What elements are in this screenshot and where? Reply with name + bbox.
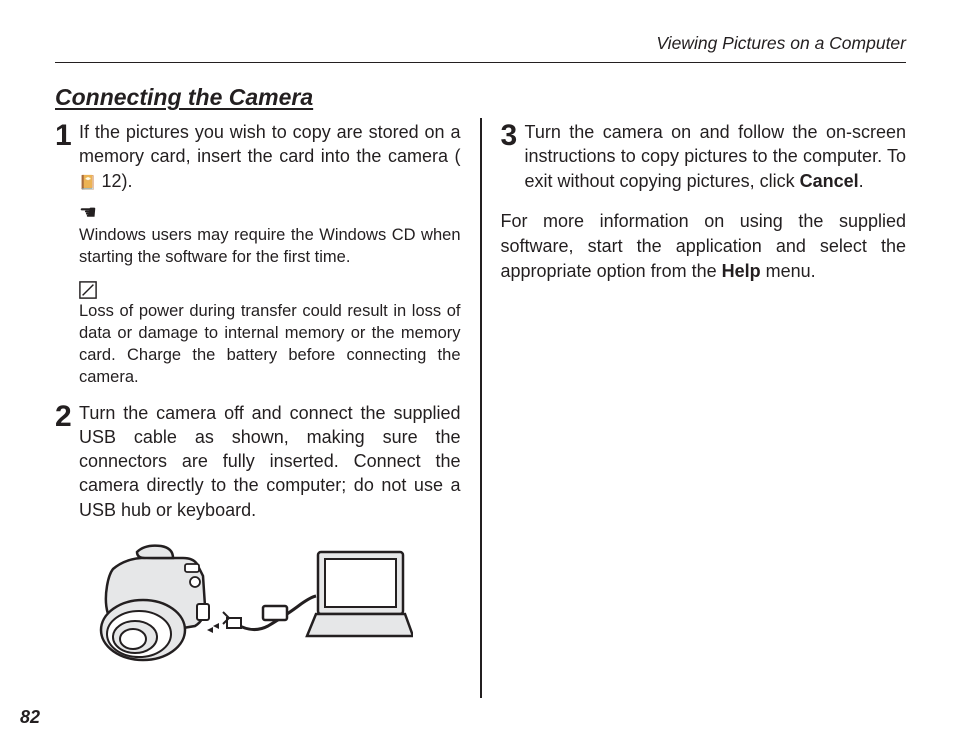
- manual-page: Viewing Pictures on a Computer Connectin…: [0, 0, 954, 748]
- step-1: 1 If the pictures you wish to copy are s…: [55, 120, 461, 193]
- para-a: For more information on using the suppli…: [501, 211, 907, 281]
- laptop-icon: [307, 552, 413, 636]
- help-paragraph: For more information on using the suppli…: [501, 209, 907, 283]
- section-title: Connecting the Camera: [55, 84, 313, 111]
- step-text: If the pictures you wish to copy are sto…: [79, 120, 461, 193]
- tip-note: ☚ Windows users may require the Windows …: [79, 203, 461, 269]
- step-text: Turn the camera off and connect the supp…: [79, 401, 461, 522]
- help-label: Help: [722, 261, 761, 281]
- para-b: menu.: [761, 261, 816, 281]
- step-number: 3: [501, 120, 525, 151]
- step1-pageref: 12).: [96, 171, 132, 191]
- step-2: 2 Turn the camera off and connect the su…: [55, 401, 461, 522]
- step-number: 2: [55, 401, 79, 432]
- caution-icon: [79, 281, 461, 299]
- step-text: Turn the camera on and follow the on-scr…: [525, 120, 907, 193]
- caution-text: Loss of power during transfer could resu…: [79, 301, 461, 389]
- running-head: Viewing Pictures on a Computer: [656, 33, 906, 54]
- step-number: 1: [55, 120, 79, 151]
- tip-text: Windows users may require the Windows CD…: [79, 225, 461, 269]
- two-column-layout: 1 If the pictures you wish to copy are s…: [55, 118, 906, 698]
- page-number: 82: [20, 707, 40, 728]
- pointing-hand-icon: ☚: [79, 203, 461, 223]
- caution-note: Loss of power during transfer could resu…: [79, 281, 461, 389]
- page-ref-icon: 📔: [79, 173, 96, 192]
- camera-icon: [101, 546, 209, 660]
- step3-text-b: .: [859, 171, 864, 191]
- cancel-label: Cancel: [800, 171, 859, 191]
- column-left: 1 If the pictures you wish to copy are s…: [55, 118, 480, 698]
- column-right: 3 Turn the camera on and follow the on-s…: [482, 118, 907, 698]
- header-rule: [55, 62, 906, 63]
- step-3: 3 Turn the camera on and follow the on-s…: [501, 120, 907, 193]
- usb-connection-illustration: [73, 534, 461, 689]
- usb-cable-icon: [207, 596, 316, 633]
- step1-text-a: If the pictures you wish to copy are sto…: [79, 122, 461, 166]
